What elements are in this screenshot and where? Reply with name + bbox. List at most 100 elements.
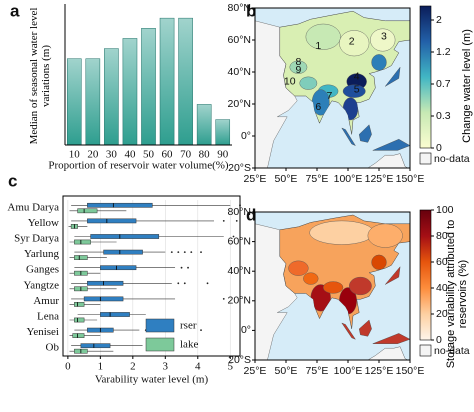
x-tick-label: 3 [163, 361, 169, 373]
x-tick-label: 100°E [334, 173, 363, 185]
colorbar [419, 209, 432, 341]
x-tick-label: 125°E [365, 365, 394, 377]
y-tick-label: Ganges [26, 264, 59, 276]
x-tick-label: 1 [98, 361, 104, 373]
land [372, 333, 410, 344]
outlier [222, 298, 225, 300]
y-tick-label: 20°N [228, 98, 251, 110]
land [367, 346, 408, 360]
y-tick-label: 20°S [228, 162, 251, 174]
region-label: 3 [381, 31, 387, 43]
colorbar [419, 5, 432, 149]
basin [299, 76, 318, 90]
x-tick-label: 40 [124, 149, 136, 161]
basin [371, 54, 387, 71]
y-tick-label: 20°S [228, 354, 251, 366]
box [77, 208, 98, 214]
legend-swatch [145, 318, 175, 333]
basin [309, 220, 375, 245]
legend-label: rser [180, 320, 197, 332]
y-tick-label: Yarlung [24, 248, 59, 260]
region-label: 8 [295, 56, 301, 68]
box [87, 202, 153, 208]
legend-swatch [145, 337, 175, 352]
region-label: 5 [354, 83, 360, 95]
x-tick-label: 5 [228, 361, 234, 373]
colorbar-tick-label: 100 [436, 204, 454, 216]
land [358, 319, 372, 337]
bar [178, 17, 193, 146]
land [385, 66, 401, 87]
outlier [206, 282, 209, 285]
colorbar-tick-label: 0.3 [436, 110, 451, 122]
box [74, 239, 91, 245]
y-tick-label: Lena [37, 311, 59, 323]
bar [104, 48, 119, 146]
panel-label: d [246, 205, 256, 224]
panel-label: a [10, 1, 20, 20]
outlier [177, 282, 180, 285]
basin [371, 254, 387, 270]
y-tick-label: 60°N [228, 235, 251, 247]
colorbar-label: Change water level (m) [461, 29, 473, 143]
basin [288, 260, 309, 276]
x-tick-label: 25°E [244, 365, 267, 377]
panel-label: b [246, 1, 256, 20]
outlier [170, 251, 173, 254]
y-tick-label: Syr Darya [14, 233, 59, 245]
land [341, 127, 356, 147]
outlier [180, 266, 183, 269]
colorbar-tick-label: 2 [436, 14, 442, 26]
y-tick-label: Ob [46, 342, 60, 354]
box [87, 280, 124, 286]
land [358, 124, 372, 143]
x-tick-label: 75°E [306, 173, 329, 185]
region-label: 10 [284, 75, 296, 87]
map-frame [254, 211, 411, 361]
colorbar-tick-label: 0 [436, 334, 442, 346]
box [100, 265, 137, 271]
colorbar-no-data [419, 344, 432, 357]
colorbar-tick-label: 0 [436, 142, 442, 154]
colorbar-no-data [419, 152, 432, 165]
box [74, 302, 85, 307]
outlier [235, 220, 238, 222]
outlier [200, 329, 202, 331]
bar [159, 17, 175, 146]
x-tick-label: 150°E [396, 365, 425, 377]
basin [322, 281, 344, 294]
box [103, 249, 143, 255]
basin [342, 84, 366, 98]
axes-frame [62, 195, 241, 357]
x-tick-label: 50 [143, 149, 155, 161]
basin [303, 272, 319, 285]
map [255, 212, 410, 360]
basin [305, 23, 341, 50]
land [341, 322, 356, 340]
panel-label: c [8, 171, 17, 190]
x-tick-label: 125°E [365, 173, 394, 185]
outlier [232, 235, 235, 238]
colorbar-tick-label: 1.2 [436, 46, 451, 58]
bar [215, 119, 231, 146]
colorbar-tick-label: 40 [436, 282, 448, 294]
colorbar-label: Storage variability attributed to reserv… [445, 219, 469, 369]
outlier [200, 251, 202, 254]
bar [196, 104, 212, 146]
x-tick-label: 50°E [275, 173, 298, 185]
y-tick-label: 60°N [228, 34, 251, 46]
basin [370, 28, 396, 52]
y-tick-label: 0° [241, 324, 251, 336]
x-tick-label: 2 [130, 361, 136, 373]
colorbar-no-data-label: no-data [434, 345, 470, 357]
x-tick-label: 4 [195, 361, 201, 373]
y-tick-label: Yenisei [26, 326, 59, 338]
box [100, 312, 130, 317]
x-tick-label: 0 [65, 361, 71, 373]
basin [289, 60, 308, 74]
land [367, 153, 408, 168]
outlier [187, 266, 189, 269]
bar [85, 58, 101, 146]
